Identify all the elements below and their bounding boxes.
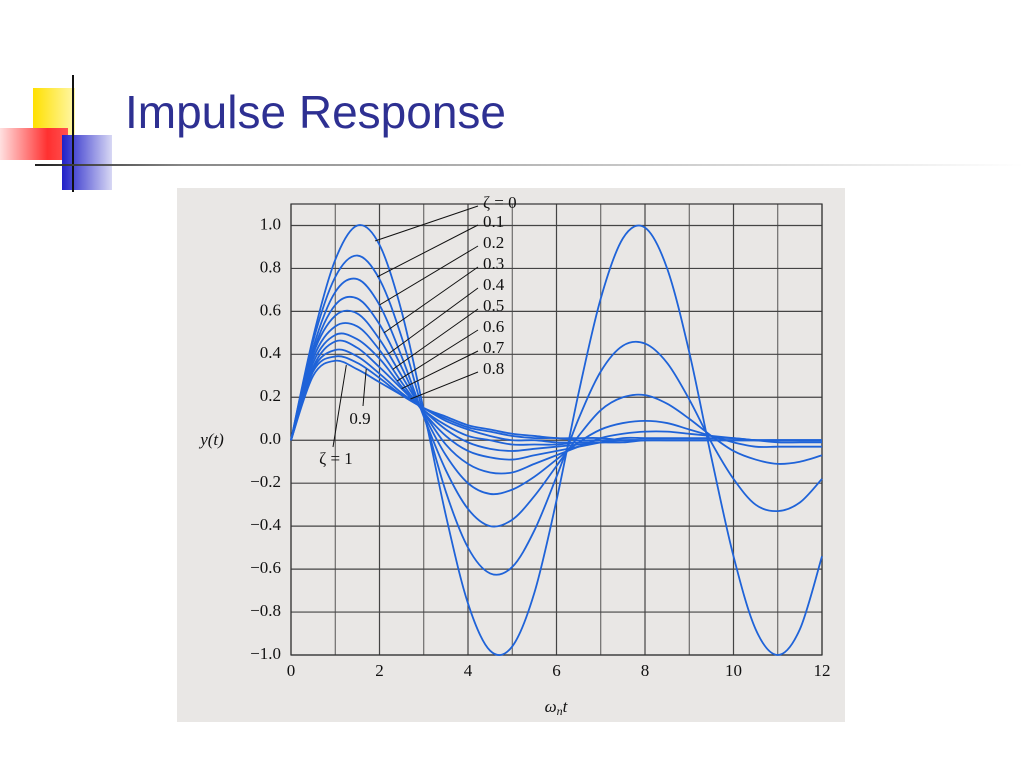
series-label: 0.5 (483, 296, 504, 315)
leader-line (383, 266, 479, 334)
x-tick-label: 10 (725, 661, 742, 680)
curve (290, 359, 822, 442)
plot-frame (290, 203, 823, 656)
y-tick-label: 0.2 (260, 386, 281, 405)
y-tick-label: −0.4 (250, 515, 281, 534)
leader-line (362, 368, 367, 407)
series-label: 0.2 (483, 233, 504, 252)
x-tick-label: 0 (287, 661, 296, 680)
leader-line (379, 245, 479, 306)
y-tick-label: −0.6 (250, 558, 281, 577)
y-tick-label: 0.0 (260, 429, 281, 448)
series-label: 0.9 (349, 409, 370, 428)
leader-line (388, 287, 479, 355)
x-axis-label-part: t (563, 697, 569, 716)
x-axis-label-part: ω (545, 697, 557, 716)
title-rule (35, 164, 1024, 166)
series-label: 0.1 (483, 212, 504, 231)
x-tick-label: 12 (814, 661, 831, 680)
leader-line (392, 308, 479, 370)
y-tick-label: −0.8 (250, 601, 281, 620)
y-tick-label: −0.2 (250, 472, 281, 491)
leader-line (374, 205, 479, 242)
series-label: 0.8 (483, 359, 504, 378)
deco-square (62, 135, 112, 190)
x-tick-label: 2 (375, 661, 384, 680)
deco-bar (0, 128, 68, 160)
series-label: 0.4 (483, 275, 505, 294)
y-tick-label: 0.6 (260, 300, 281, 319)
x-tick-label: 4 (464, 661, 473, 680)
plot: 0 2 4 6 8 10 12 1.0 0.8 0.6 0.4 0.2 0.0 −0.2 −0.4 −0.6 −… (198, 193, 830, 718)
curve (290, 277, 823, 528)
series-label: ζ = 1 (319, 449, 353, 468)
leader-line (377, 224, 479, 278)
series-label: 0.6 (483, 317, 504, 336)
x-tick-label: 8 (641, 661, 650, 680)
curve (290, 295, 822, 496)
leader-line (401, 350, 479, 390)
y-tick-label: 0.8 (260, 257, 281, 276)
leader-line (410, 371, 479, 400)
curve (290, 322, 822, 461)
x-axis-label: ωnt (545, 697, 569, 718)
curve (290, 254, 823, 576)
y-tick-label: 0.4 (260, 343, 282, 362)
leader-line (332, 364, 347, 448)
x-axis-label-part: n (557, 704, 563, 718)
y-tick-label: 1.0 (260, 214, 281, 233)
leader-line (396, 329, 479, 382)
slide-title: Impulse Response (125, 86, 506, 138)
x-tick-label: 6 (552, 661, 561, 680)
series-label: ζ = 0 (483, 193, 517, 212)
y-tick-label: −1.0 (250, 644, 281, 663)
series-label: 0.3 (483, 254, 504, 273)
series-label: 0.7 (483, 338, 505, 357)
y-axis-label: y(t) (198, 430, 224, 449)
curve (290, 224, 823, 656)
